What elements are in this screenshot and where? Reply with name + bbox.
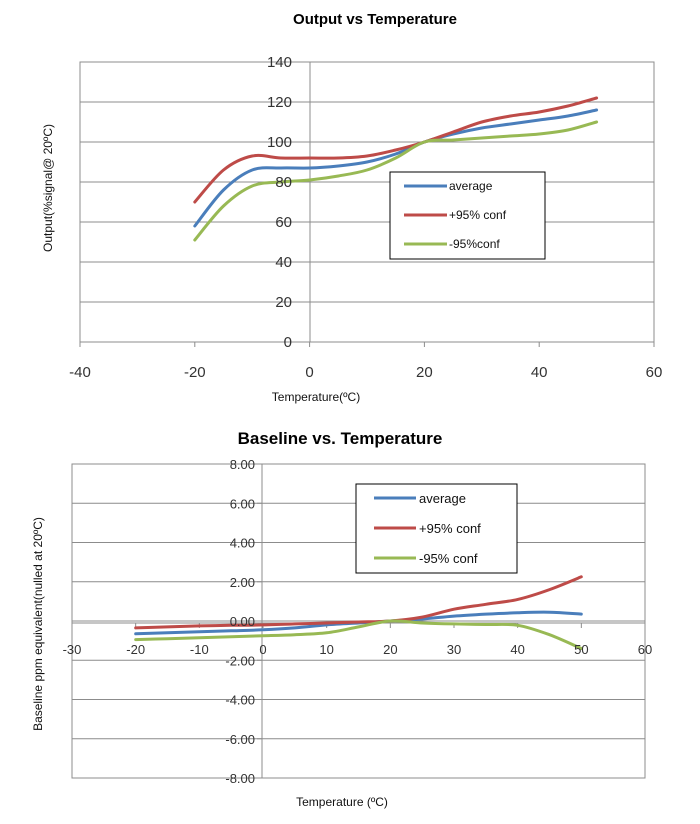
y-tick-label: 0 (284, 334, 292, 351)
chart1-plot-frame (79, 61, 655, 343)
x-tick-label: -30 (63, 642, 82, 657)
x-tick-label: 0 (259, 642, 266, 657)
x-tick-label: 50 (574, 642, 588, 657)
y-tick-label: 4.00 (230, 536, 255, 551)
series-line-minus95pctconf (193, 120, 599, 242)
chart2-legend: average +95% conf -95% conf (355, 483, 518, 574)
x-tick-label: 20 (383, 642, 397, 657)
y-tick-label: 8.00 (230, 457, 255, 472)
chart2-legend-label-plus95: +95% conf (419, 521, 481, 536)
y-tick-label: 2.00 (230, 575, 255, 590)
y-tick-label: -2.00 (225, 653, 255, 668)
y-tick-label: 100 (267, 134, 292, 151)
series-line-minus95pct-conf (134, 619, 583, 650)
y-tick-label: 40 (275, 254, 292, 271)
x-tick-label: -20 (184, 364, 206, 381)
chart2-legend-label-average: average (419, 491, 466, 506)
chart1-legend: average +95% conf -95%conf (389, 171, 546, 260)
y-tick-label: 20 (275, 294, 292, 311)
x-tick-label: -40 (69, 364, 91, 381)
y-tick-label: 6.00 (230, 496, 255, 511)
x-tick-label: -20 (126, 642, 145, 657)
x-tick-label: 20 (416, 364, 433, 381)
y-tick-label: 140 (267, 54, 292, 71)
y-tick-label: -6.00 (225, 732, 255, 747)
x-tick-label: 0 (305, 364, 313, 381)
y-tick-label: 80 (275, 174, 292, 191)
x-tick-label: -10 (190, 642, 209, 657)
y-tick-label: 120 (267, 94, 292, 111)
x-tick-label: 60 (638, 642, 652, 657)
y-tick-label: 60 (275, 214, 292, 231)
chart1-title: Output vs Temperature (293, 11, 457, 28)
series-line-plus95pct-conf (134, 575, 583, 630)
output-vs-temperature-chart: Output vs Temperature 0 20 40 60 80 100 120 140… (41, 11, 662, 404)
chart1-legend-label-plus95: +95% conf (449, 208, 507, 222)
chart1-legend-label-minus95: -95%conf (449, 237, 500, 251)
baseline-vs-temperature-chart: Baseline vs. Temperature 8.00 6.00 4.00 2.0… (31, 429, 652, 809)
chart2-title: Baseline vs. Temperature (238, 429, 443, 448)
x-tick-label: 10 (319, 642, 333, 657)
chart2-xlabel: Temperature (ºC) (296, 795, 388, 809)
chart1-ylabel: Output(%signal@ 20ºC) (41, 124, 55, 252)
series-line-average (193, 108, 599, 228)
x-tick-label: 60 (646, 364, 663, 381)
x-tick-label: 30 (447, 642, 461, 657)
chart1-xlabel: Temperature(ºC) (272, 390, 360, 404)
y-tick-label: -4.00 (225, 693, 255, 708)
x-tick-label: 40 (510, 642, 524, 657)
chart1-legend-label-average: average (449, 179, 493, 193)
y-tick-label: 0.00 (230, 614, 255, 629)
chart2-legend-label-minus95: -95% conf (419, 551, 478, 566)
series-line-plus95pct-conf (193, 96, 599, 204)
y-tick-label: -8.00 (225, 771, 255, 786)
chart2-ylabel: Baseline ppm equivalent(nulled at 20ºC) (31, 517, 45, 731)
x-tick-label: 40 (531, 364, 548, 381)
